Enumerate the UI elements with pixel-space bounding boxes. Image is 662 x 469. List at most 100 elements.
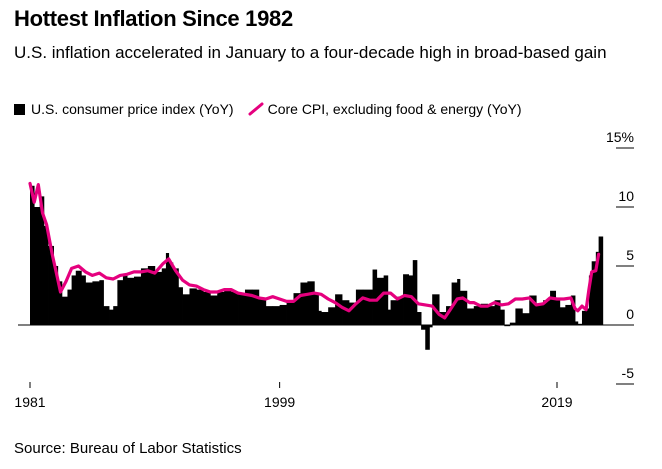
cpi-bar bbox=[494, 300, 501, 325]
y-tick-label: 5 bbox=[626, 247, 634, 263]
cpi-bar bbox=[265, 306, 274, 325]
y-tick-label: 0 bbox=[626, 306, 634, 322]
cpi-bar bbox=[168, 262, 174, 325]
cpi-bar bbox=[178, 287, 183, 325]
cpi-bar bbox=[244, 289, 253, 325]
cpi-bar bbox=[231, 291, 239, 325]
cpi-bar bbox=[480, 303, 489, 325]
cpi-bar bbox=[318, 310, 322, 325]
cpi-bar bbox=[577, 323, 583, 325]
legend: U.S. consumer price index (YoY) Core CPI… bbox=[14, 101, 536, 117]
x-tick-label: 1981 bbox=[14, 394, 45, 410]
cpi-bar bbox=[57, 281, 63, 325]
cpi-bar bbox=[390, 300, 398, 325]
cpi-bar bbox=[182, 294, 190, 325]
x-tick-label: 2019 bbox=[541, 394, 572, 410]
cpi-bar bbox=[307, 281, 315, 325]
cpi-bar bbox=[586, 308, 590, 325]
cpi-bar bbox=[165, 253, 170, 325]
cpi-bar bbox=[342, 300, 350, 325]
cpi-bar bbox=[362, 289, 373, 325]
cpi-bar bbox=[466, 308, 475, 325]
cpi-bar bbox=[387, 309, 391, 325]
chart-subtitle: U.S. inflation accelerated in January to… bbox=[14, 43, 607, 62]
cpi-bar bbox=[555, 299, 561, 325]
cpi-bar bbox=[565, 304, 572, 325]
cpi-bar bbox=[515, 308, 523, 325]
cpi-bar bbox=[321, 312, 329, 325]
legend-item-cpi: U.S. consumer price index (YoY) bbox=[14, 101, 234, 117]
cpi-bar bbox=[473, 306, 482, 325]
cpi-bar bbox=[92, 281, 100, 325]
cpi-bar bbox=[550, 290, 557, 325]
y-tick-label: 10 bbox=[618, 188, 634, 204]
cpi-bars bbox=[30, 185, 604, 350]
cpi-bar bbox=[570, 295, 576, 325]
cpi-bar bbox=[286, 300, 294, 325]
cpi-bar bbox=[127, 277, 135, 325]
cpi-bar bbox=[224, 290, 232, 325]
cpi-bar bbox=[581, 310, 587, 325]
cpi-bar bbox=[258, 299, 267, 325]
legend-core-swatch-icon bbox=[248, 102, 264, 116]
cpi-bar bbox=[134, 276, 142, 325]
cpi-bar bbox=[238, 293, 246, 325]
cpi-bar bbox=[457, 278, 461, 325]
cpi-bar bbox=[575, 321, 579, 325]
cpi-bar bbox=[48, 245, 54, 325]
cpi-bar bbox=[67, 289, 73, 325]
cpi-bar bbox=[34, 207, 41, 325]
x-tick-label: 1999 bbox=[264, 394, 295, 410]
cpi-bar bbox=[217, 291, 225, 325]
cpi-bar bbox=[355, 289, 364, 325]
legend-cpi-swatch-icon bbox=[14, 103, 25, 115]
cpi-bar bbox=[383, 275, 389, 325]
cpi-bar bbox=[595, 251, 600, 325]
cpi-bar bbox=[251, 289, 260, 325]
cpi-bar bbox=[161, 268, 167, 325]
cpi-bar bbox=[403, 274, 410, 325]
cpi-bar bbox=[529, 295, 537, 325]
cpi-bar bbox=[117, 280, 124, 325]
cpi-bar bbox=[543, 300, 551, 325]
cpi-bar bbox=[335, 294, 343, 325]
cpi-bar bbox=[293, 293, 301, 325]
cpi-bar bbox=[509, 322, 516, 325]
cpi-bar bbox=[425, 325, 430, 350]
cpi-bar bbox=[328, 307, 336, 325]
cpi-bar bbox=[559, 307, 566, 325]
cpi-bar bbox=[154, 271, 163, 325]
chart-title: Hottest Inflation Since 1982 bbox=[14, 6, 293, 31]
cpi-bar bbox=[75, 270, 82, 325]
cpi-bar bbox=[172, 268, 179, 325]
cpi-bar bbox=[147, 266, 156, 325]
cpi-bar bbox=[71, 275, 77, 325]
cpi-bar bbox=[500, 309, 505, 325]
cpi-bar bbox=[99, 280, 104, 325]
cpi-bar bbox=[39, 196, 45, 325]
legend-cpi-label: U.S. consumer price index (YoY) bbox=[31, 101, 234, 117]
cpi-bar bbox=[408, 275, 414, 325]
legend-core-label: Core CPI, excluding food & energy (YoY) bbox=[267, 101, 522, 117]
cpi-bar bbox=[61, 296, 68, 325]
cpi-bar bbox=[397, 296, 404, 325]
cpi-bar bbox=[43, 225, 49, 325]
cpi-bar bbox=[30, 185, 35, 325]
cpi-bar bbox=[109, 309, 114, 325]
cpi-bar bbox=[421, 325, 426, 330]
cpi-bar bbox=[522, 313, 530, 325]
cpi-bar bbox=[487, 306, 495, 325]
source-note: Source: Bureau of Labor Statistics bbox=[14, 440, 242, 457]
cpi-bar bbox=[122, 274, 128, 325]
cpi-bar bbox=[189, 288, 197, 325]
cpi-bar bbox=[598, 236, 604, 325]
cpi-bar bbox=[210, 295, 218, 325]
cpi-bar bbox=[429, 325, 433, 328]
cpi-bar bbox=[536, 304, 544, 325]
core-cpi-line bbox=[28, 181, 601, 320]
y-gridlines bbox=[616, 147, 634, 385]
cpi-bar bbox=[53, 266, 59, 325]
cpi-bar bbox=[372, 269, 378, 325]
cpi-bar bbox=[196, 289, 204, 325]
cpi-bar bbox=[412, 260, 418, 325]
